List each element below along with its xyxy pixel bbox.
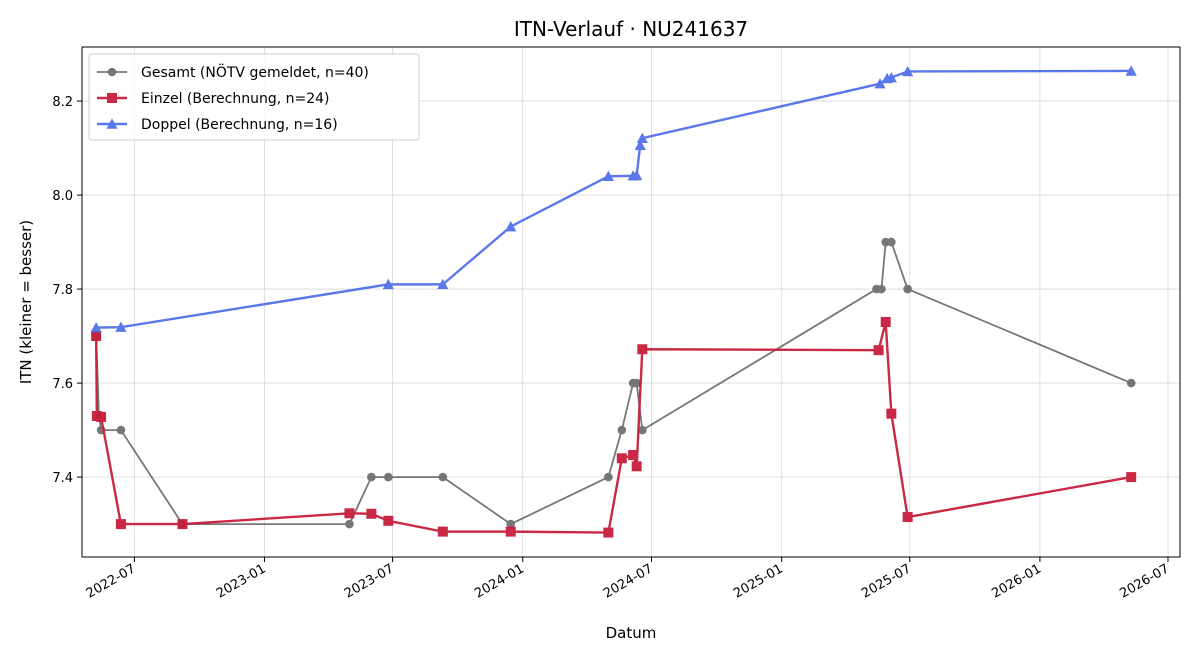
x-tick-label: 2024-07 (601, 561, 656, 601)
data-point (636, 132, 648, 143)
x-tick-label: 2024-01 (472, 561, 527, 601)
data-point (115, 519, 126, 530)
data-point (880, 316, 891, 327)
data-point (505, 526, 516, 537)
series-3 (90, 65, 1137, 333)
legend-marker (107, 67, 117, 77)
data-point (505, 220, 517, 232)
legend-marker (107, 93, 117, 103)
legend-entry (97, 93, 127, 103)
x-tick-label: 2026-07 (1117, 561, 1172, 601)
data-point (902, 65, 914, 77)
x-tick-label: 2025-01 (731, 561, 786, 601)
data-point (886, 408, 897, 419)
series-2 (91, 316, 1137, 538)
data-point (1126, 472, 1137, 483)
x-tick-label: 2023-07 (342, 561, 397, 601)
data-point (631, 169, 643, 181)
data-point (438, 472, 448, 482)
data-point (902, 512, 913, 523)
data-point (873, 345, 884, 356)
data-point (617, 425, 627, 435)
data-point (604, 472, 613, 482)
data-point (638, 425, 647, 435)
data-point (506, 519, 516, 529)
y-tick-label: 8.0 (52, 189, 73, 204)
data-point (874, 78, 886, 89)
data-point (345, 519, 354, 529)
data-point (96, 411, 107, 422)
data-point (90, 322, 102, 333)
data-point (1125, 65, 1137, 76)
data-point (616, 453, 627, 464)
data-point (437, 526, 448, 537)
tick-layer: 2022-07 2023-01 2023-07 2024-01 2024-07 2025-… (52, 95, 1172, 602)
data-point (628, 450, 639, 460)
legend-entry (97, 118, 127, 129)
data-point (383, 515, 394, 526)
data-point (177, 519, 188, 530)
legend-label: Doppel (Berechnung, n=16) (141, 117, 338, 133)
data-point (632, 378, 641, 388)
data-point (885, 71, 897, 83)
series-line (94, 320, 1132, 534)
data-point (366, 508, 377, 519)
x-tick-label: 2023-01 (214, 561, 269, 601)
legend-marker (106, 118, 118, 129)
legend-entry (97, 67, 127, 77)
data-point (602, 170, 614, 182)
y-axis-label: ITN (kleiner = besser) (17, 220, 35, 384)
data-point (115, 321, 127, 332)
y-tick-label: 7.6 (52, 377, 73, 392)
data-point (887, 237, 896, 247)
legend-box (88, 53, 420, 141)
y-tick-label: 8.2 (52, 95, 73, 110)
x-tick-label: 2025-07 (859, 561, 914, 601)
data-point (384, 472, 393, 482)
y-tick-label: 7.8 (52, 283, 73, 298)
grid-layer (82, 47, 1180, 557)
legend-label: Einzel (Berechnung, n=24) (141, 91, 330, 107)
data-point (631, 461, 642, 472)
data-point (877, 284, 886, 294)
x-tick-label: 2026-01 (989, 561, 1044, 601)
data-point (603, 527, 614, 538)
data-point (637, 344, 648, 355)
legend-label: Gesamt (NÖTV gemeldet, n=40) (141, 63, 369, 81)
x-tick-label: 2022-07 (84, 561, 139, 601)
chart-title: ITN-Verlauf · NU241637 (514, 17, 748, 41)
data-point (382, 278, 394, 290)
series-1 (91, 237, 1136, 529)
series-layer (90, 65, 1137, 538)
data-point (367, 472, 376, 482)
data-point (903, 284, 912, 294)
x-axis-label: Datum (606, 624, 657, 642)
data-point (1126, 378, 1136, 388)
data-point (344, 508, 355, 519)
data-point (634, 139, 646, 150)
plot-frame (81, 46, 1181, 558)
y-tick-label: 7.4 (52, 471, 73, 486)
data-point (91, 331, 102, 342)
data-point (116, 425, 126, 435)
legend: Gesamt (NÖTV gemeldet, n=40) Einzel (Bere… (88, 53, 420, 141)
data-point (437, 278, 449, 290)
